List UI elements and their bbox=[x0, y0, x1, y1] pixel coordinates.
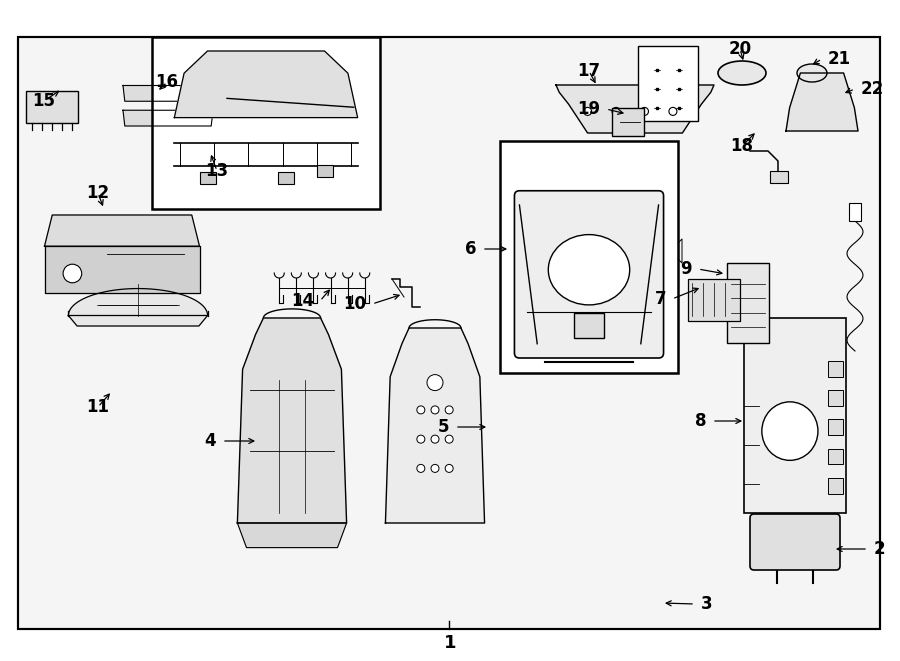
Bar bbox=[828, 449, 843, 464]
Ellipse shape bbox=[797, 64, 827, 82]
Bar bbox=[744, 318, 846, 513]
Bar bbox=[152, 37, 380, 209]
Polygon shape bbox=[68, 315, 208, 326]
Text: 19: 19 bbox=[577, 100, 600, 118]
Text: 12: 12 bbox=[86, 184, 110, 202]
Polygon shape bbox=[238, 318, 346, 523]
Bar bbox=[688, 279, 740, 321]
Bar bbox=[849, 203, 861, 221]
Text: 7: 7 bbox=[654, 290, 666, 308]
Bar bbox=[317, 165, 332, 176]
Circle shape bbox=[417, 435, 425, 443]
Circle shape bbox=[669, 107, 677, 116]
Circle shape bbox=[431, 435, 439, 443]
Text: 8: 8 bbox=[695, 412, 706, 430]
Circle shape bbox=[417, 465, 425, 473]
Polygon shape bbox=[44, 246, 200, 293]
Text: 9: 9 bbox=[680, 260, 692, 278]
Polygon shape bbox=[385, 328, 484, 523]
Text: 11: 11 bbox=[86, 398, 110, 416]
Bar bbox=[18, 37, 880, 629]
Text: 20: 20 bbox=[728, 40, 752, 58]
Text: 1: 1 bbox=[444, 634, 456, 652]
Circle shape bbox=[446, 435, 454, 443]
Circle shape bbox=[431, 465, 439, 473]
Text: 5: 5 bbox=[437, 418, 449, 436]
Bar bbox=[727, 263, 769, 343]
Circle shape bbox=[583, 107, 591, 116]
Polygon shape bbox=[123, 110, 213, 126]
Bar bbox=[612, 108, 644, 136]
Text: 15: 15 bbox=[32, 92, 56, 110]
Circle shape bbox=[431, 406, 439, 414]
Text: 10: 10 bbox=[343, 295, 366, 313]
Text: 4: 4 bbox=[204, 432, 216, 450]
Bar bbox=[638, 46, 698, 121]
Bar bbox=[18, 37, 880, 629]
FancyBboxPatch shape bbox=[515, 191, 663, 358]
Bar bbox=[828, 361, 843, 377]
Text: 16: 16 bbox=[156, 73, 178, 91]
Ellipse shape bbox=[718, 61, 766, 85]
Text: 21: 21 bbox=[828, 50, 851, 68]
Text: 3: 3 bbox=[701, 595, 713, 613]
Polygon shape bbox=[123, 85, 213, 101]
Circle shape bbox=[641, 107, 649, 116]
FancyBboxPatch shape bbox=[750, 514, 840, 570]
Text: 17: 17 bbox=[578, 62, 600, 80]
Bar bbox=[828, 419, 843, 435]
Text: 22: 22 bbox=[861, 80, 884, 98]
Polygon shape bbox=[44, 215, 200, 246]
Polygon shape bbox=[238, 523, 346, 547]
Text: 18: 18 bbox=[731, 137, 753, 155]
Bar bbox=[277, 173, 293, 184]
Ellipse shape bbox=[761, 402, 818, 460]
Polygon shape bbox=[175, 51, 357, 118]
Polygon shape bbox=[786, 73, 858, 131]
Circle shape bbox=[446, 406, 454, 414]
Bar bbox=[200, 173, 215, 184]
Circle shape bbox=[427, 375, 443, 391]
Bar bbox=[574, 313, 604, 338]
Text: 2: 2 bbox=[874, 540, 886, 558]
Bar bbox=[828, 478, 843, 494]
Bar bbox=[26, 91, 78, 123]
Circle shape bbox=[63, 264, 82, 283]
Polygon shape bbox=[556, 85, 714, 133]
Text: 14: 14 bbox=[291, 292, 314, 310]
Circle shape bbox=[417, 406, 425, 414]
Bar bbox=[500, 141, 678, 373]
Text: 6: 6 bbox=[464, 240, 476, 258]
Circle shape bbox=[446, 465, 454, 473]
Bar bbox=[668, 241, 678, 259]
Bar bbox=[828, 390, 843, 406]
Text: 13: 13 bbox=[205, 162, 229, 180]
Circle shape bbox=[612, 107, 620, 116]
Ellipse shape bbox=[548, 235, 630, 305]
Bar bbox=[770, 171, 788, 183]
